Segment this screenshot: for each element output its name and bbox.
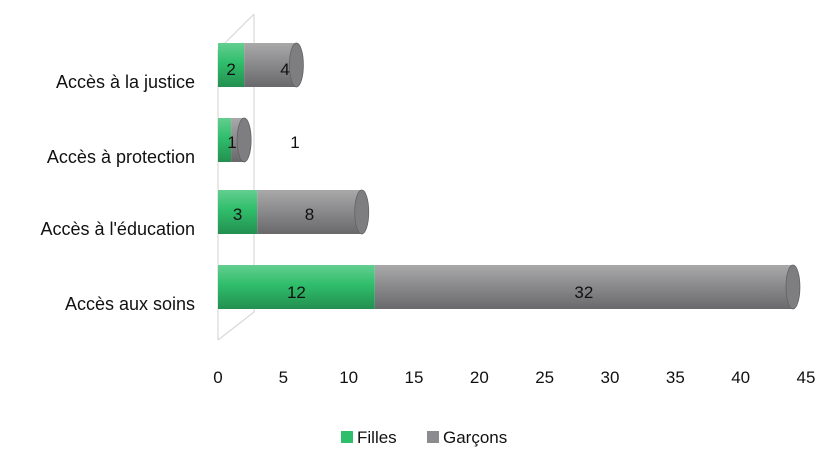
bar-end-cap-0 <box>288 42 304 88</box>
category-labels: Accès à la justice Accès à protection Accè… <box>40 72 195 314</box>
data-label-garçons-0: 4 <box>280 60 289 79</box>
x-axis-ticks: 0 5 10 15 20 25 30 35 40 45 <box>213 368 815 387</box>
legend-label-0: Filles <box>357 428 397 447</box>
legend-label-1: Garçons <box>443 428 507 447</box>
bar-filles-1 <box>218 118 232 162</box>
category-label-3: Accès aux soins <box>65 294 195 314</box>
x-tick-15: 15 <box>405 368 424 387</box>
floor-edge <box>217 311 255 341</box>
x-tick-40: 40 <box>731 368 750 387</box>
x-tick-0: 0 <box>213 368 222 387</box>
bars-group: 2 41 13 812 32 <box>218 42 801 310</box>
bar-garçons-2 <box>257 190 362 234</box>
data-label-garçons-1: 1 <box>290 133 299 152</box>
x-tick-10: 10 <box>339 368 358 387</box>
x-tick-30: 30 <box>601 368 620 387</box>
x-tick-45: 45 <box>797 368 816 387</box>
legend: Filles Garçons <box>341 428 507 447</box>
bar-end-cap-3 <box>785 264 801 310</box>
bar-garçons-0 <box>244 43 297 87</box>
bar-filles-3 <box>218 265 375 309</box>
bar-garçons-3 <box>374 265 793 309</box>
bar-end-cap-1 <box>236 117 252 163</box>
category-label-0: Accès à la justice <box>56 72 195 92</box>
x-tick-20: 20 <box>470 368 489 387</box>
x-tick-5: 5 <box>279 368 288 387</box>
legend-swatch-1 <box>427 431 439 443</box>
data-label-garçons-2: 8 <box>305 205 314 224</box>
data-label-filles-2: 3 <box>233 205 242 224</box>
bar-end-cap-2 <box>354 189 370 235</box>
x-tick-35: 35 <box>666 368 685 387</box>
data-label-garçons-3: 32 <box>574 283 593 302</box>
x-tick-25: 25 <box>535 368 554 387</box>
legend-swatch-0 <box>341 431 353 443</box>
data-label-filles-0: 2 <box>226 60 235 79</box>
data-label-filles-1: 1 <box>227 133 236 152</box>
category-label-1: Accès à protection <box>47 147 195 167</box>
bar-filles-0 <box>218 43 245 87</box>
data-label-filles-3: 12 <box>287 283 306 302</box>
bar-filles-2 <box>218 190 258 234</box>
bar-group-3: 12 32 <box>218 264 801 310</box>
category-label-2: Accès à l'éducation <box>40 219 195 239</box>
